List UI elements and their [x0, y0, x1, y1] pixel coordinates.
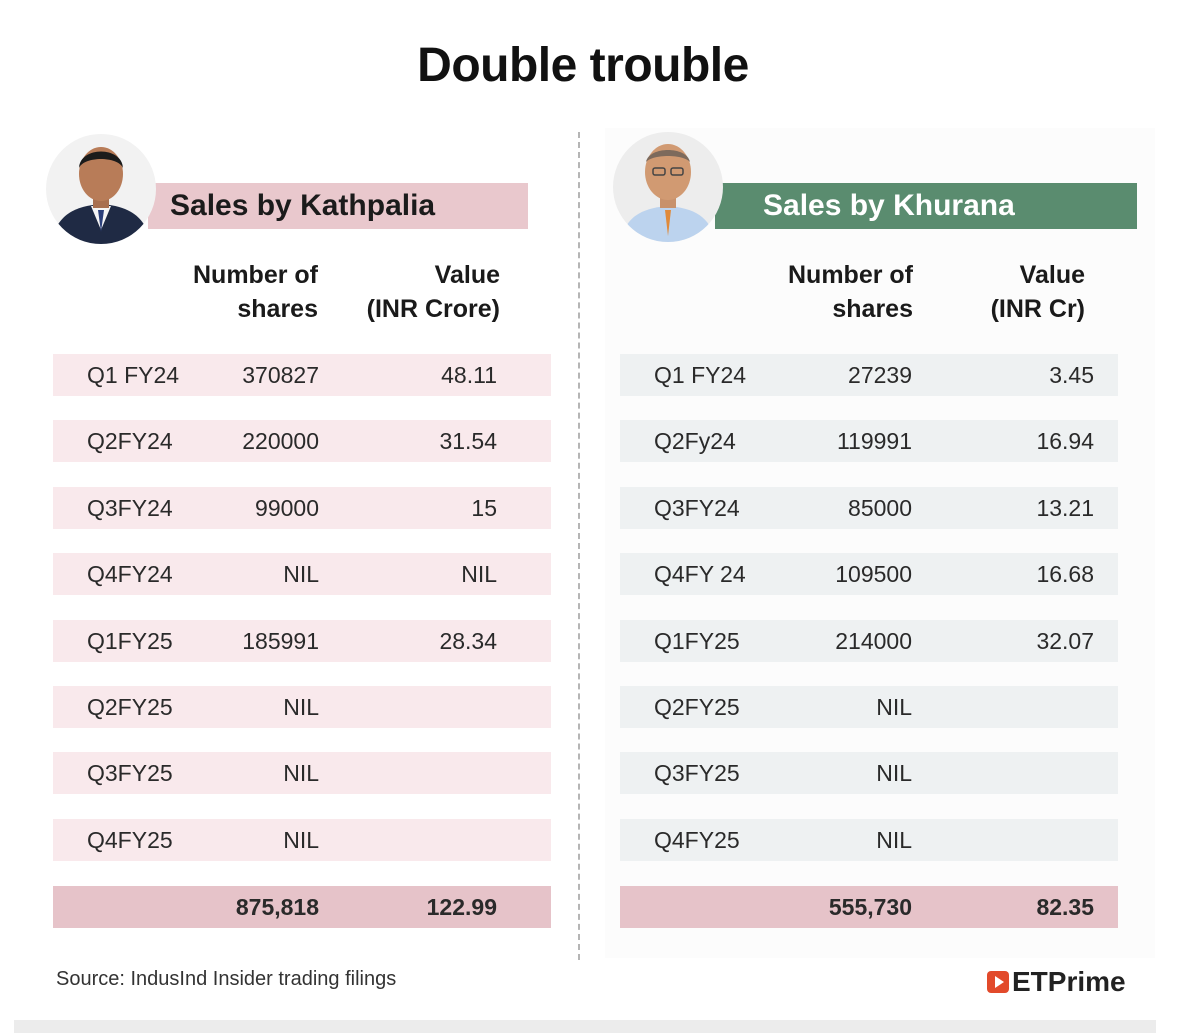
khurana-shares-header: Number of shares	[745, 258, 913, 326]
quarter-cell: Q2FY25	[654, 694, 740, 720]
quarter-cell: Q2Fy24	[654, 428, 736, 455]
quarter-cell: Q2FY25	[87, 694, 173, 720]
value-cell: 32.07	[1036, 627, 1094, 654]
value-header-line2: (INR Crore)	[366, 295, 500, 323]
shares-header-line2: shares	[832, 295, 913, 323]
khurana-value-header: Value (INR Cr)	[935, 258, 1085, 326]
shares-cell: NIL	[283, 694, 319, 720]
table-row: Q1 FY24 370827 48.11	[53, 354, 551, 396]
kathpalia-value-header: Value (INR Crore)	[338, 258, 500, 326]
value-header-line1: Value	[434, 261, 500, 289]
shares-cell: NIL	[876, 826, 912, 853]
brand-name: ETPrime	[1012, 966, 1126, 997]
value-cell: 28.34	[439, 627, 497, 654]
quarter-cell: Q2FY24	[87, 428, 173, 455]
table-row: Q1FY25 185991 28.34	[53, 619, 551, 662]
table-row: Q2FY25 NIL	[53, 686, 551, 728]
total-shares-cell: 555,730	[828, 894, 912, 920]
value-cell: 31.54	[439, 428, 497, 455]
shares-cell: 220000	[242, 428, 319, 455]
chart-title: Double trouble	[417, 39, 749, 92]
source-note: Source: IndusInd Insider trading filings	[56, 968, 397, 990]
shares-cell: 109500	[835, 561, 912, 588]
table-row: Q4FY25 NIL	[620, 818, 1118, 861]
shares-cell: 85000	[848, 494, 912, 521]
value-cell: 15	[471, 494, 497, 521]
khurana-portrait-avatar	[613, 132, 723, 242]
kathpalia-portrait-avatar	[46, 134, 156, 244]
value-cell: NIL	[461, 561, 497, 588]
quarter-cell: Q1FY25	[654, 627, 740, 654]
quarter-cell: Q4FY25	[654, 826, 740, 853]
quarter-cell: Q4FY25	[87, 826, 173, 853]
shares-cell: 370827	[242, 362, 319, 388]
khurana-banner: Sales by Khurana	[715, 183, 1137, 229]
table-row: Q4FY24 NIL NIL	[53, 553, 551, 596]
quarter-cell: Q1 FY24	[654, 362, 747, 388]
shares-cell: 185991	[242, 627, 319, 654]
shares-cell: NIL	[283, 760, 319, 787]
value-cell: 16.94	[1036, 428, 1094, 455]
quarter-cell: Q1FY25	[87, 627, 173, 654]
quarter-cell: Q4FY 24	[654, 561, 746, 588]
table-row: Q4FY25 NIL	[53, 818, 551, 861]
table-row: Q3FY25 NIL	[620, 752, 1118, 795]
quarter-cell: Q4FY24	[87, 561, 173, 588]
kathpalia-shares-header: Number of shares	[150, 258, 318, 326]
total-row: 555,730 82.35	[620, 886, 1118, 928]
table-row: Q4FY 24 109500 16.68	[620, 553, 1118, 596]
quarter-cell: Q3FY25	[87, 760, 173, 787]
value-header-line1: Value	[1019, 261, 1085, 289]
shares-cell: NIL	[283, 826, 319, 853]
total-value-cell: 82.35	[1036, 894, 1094, 920]
table-row: Q2Fy24 119991 16.94	[620, 420, 1118, 463]
shares-cell: NIL	[283, 561, 319, 588]
total-row: 875,818 122.99	[53, 886, 551, 928]
value-cell: 3.45	[1049, 362, 1094, 388]
value-cell: 16.68	[1036, 561, 1094, 588]
quarter-cell: Q3FY24	[654, 494, 740, 521]
quarter-cell: Q1 FY24	[87, 362, 180, 388]
table-row: Q2FY24 220000 31.54	[53, 420, 551, 463]
shares-cell: NIL	[876, 760, 912, 787]
value-cell: 13.21	[1036, 494, 1094, 521]
quarter-cell: Q3FY25	[654, 760, 740, 787]
table-row: Q2FY25 NIL	[620, 686, 1118, 728]
total-shares-cell: 875,818	[235, 894, 319, 920]
shares-cell: 119991	[836, 428, 912, 455]
shares-cell: 214000	[835, 627, 912, 654]
table-row: Q1FY25 214000 32.07	[620, 619, 1118, 662]
value-header-line2: (INR Cr)	[990, 295, 1085, 323]
shares-cell: NIL	[876, 694, 912, 720]
table-row: Q1 FY24 27239 3.45	[620, 354, 1118, 396]
shares-cell: 99000	[255, 494, 319, 521]
shares-header-line1: Number of	[193, 261, 318, 289]
etprime-logo: ETPrime	[987, 966, 1126, 998]
bottom-strip	[14, 1020, 1156, 1033]
shares-header-line1: Number of	[788, 261, 913, 289]
panel-divider	[578, 132, 580, 960]
kathpalia-banner: Sales by Kathpalia	[148, 183, 528, 229]
play-icon	[987, 971, 1009, 993]
shares-cell: 27239	[848, 362, 912, 388]
khurana-panel: Sales by Khurana Number of shares Value …	[605, 128, 1155, 958]
quarter-cell: Q3FY24	[87, 494, 173, 521]
table-row: Q3FY24 85000 13.21	[620, 486, 1118, 529]
total-value-cell: 122.99	[426, 894, 497, 920]
shares-header-line2: shares	[237, 295, 318, 323]
table-row: Q3FY24 99000 15	[53, 486, 551, 529]
table-row: Q3FY25 NIL	[53, 752, 551, 795]
value-cell: 48.11	[441, 362, 497, 388]
